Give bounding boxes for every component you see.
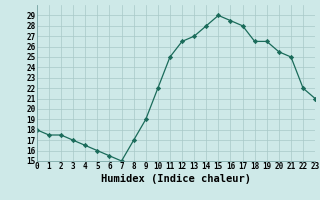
- X-axis label: Humidex (Indice chaleur): Humidex (Indice chaleur): [101, 174, 251, 184]
